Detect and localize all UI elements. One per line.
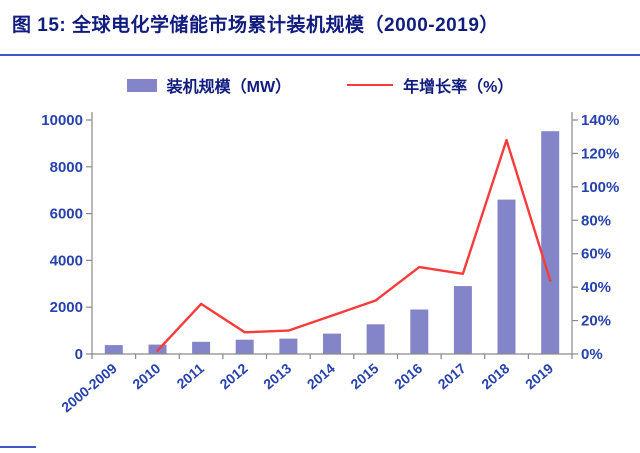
left-tick-label: 2000 [50, 299, 83, 316]
right-tick-label: 120% [581, 145, 619, 162]
bar [366, 324, 385, 354]
x-category-label: 2018 [478, 360, 512, 392]
x-category-label: 2017 [435, 360, 469, 392]
bar [453, 286, 472, 354]
combo-chart: 0 2000 4000 6000 8000 10000 0% 20% 40% 60% 80% 100%… [0, 102, 640, 448]
right-tick-label: 0% [581, 346, 603, 363]
left-tick-label: 6000 [50, 206, 83, 223]
right-tick-label: 40% [581, 279, 611, 296]
right-tick-label: 20% [581, 313, 611, 330]
x-category-label: 2012 [216, 360, 250, 392]
left-tick-label: 4000 [50, 252, 83, 269]
left-tick-label: 0 [75, 346, 83, 363]
right-tick-label: 140% [581, 112, 619, 129]
chart-canvas: 0 2000 4000 6000 8000 10000 0% 20% 40% 60% 80% 100%… [41, 112, 619, 415]
x-category-label: 2013 [260, 360, 294, 392]
left-tick-label: 8000 [50, 159, 83, 176]
x-category-label: 2016 [391, 360, 425, 392]
title-divider [0, 54, 640, 56]
right-tick-label: 60% [581, 246, 611, 263]
legend-label-capacity: 装机规模（MW） [166, 79, 292, 96]
x-category-label: 2000-2009 [58, 360, 120, 415]
growth-line [156, 138, 552, 352]
legend-item-capacity: 装机规模（MW） [126, 73, 292, 97]
chart-legend: 装机规模（MW） 年增长率（%） [0, 72, 640, 98]
bar-series-swatch-icon [126, 78, 157, 92]
x-category-label: 2015 [347, 360, 381, 392]
bar [235, 339, 254, 354]
bar [323, 333, 341, 354]
right-tick-label: 80% [581, 212, 611, 229]
line-series-swatch-icon [347, 84, 394, 86]
x-category-label: 2011 [173, 360, 207, 392]
bar [541, 131, 560, 354]
next-section-divider [0, 446, 36, 448]
bar [192, 341, 211, 354]
figure-title: 图 15: 全球电化学储能市场累计装机规模（2000-2019） [12, 15, 499, 36]
left-tick-label: 10000 [41, 112, 83, 129]
legend-item-growth: 年增长率（%） [347, 73, 513, 97]
legend-label-growth: 年增长率（%） [403, 79, 514, 96]
x-category-label: 2010 [129, 360, 163, 392]
bar [279, 338, 298, 354]
bar [410, 309, 429, 354]
x-category-label: 2014 [304, 360, 338, 392]
bar [104, 345, 123, 354]
x-category-label: 2019 [522, 360, 556, 392]
right-tick-label: 100% [581, 179, 619, 196]
bar [497, 199, 516, 354]
